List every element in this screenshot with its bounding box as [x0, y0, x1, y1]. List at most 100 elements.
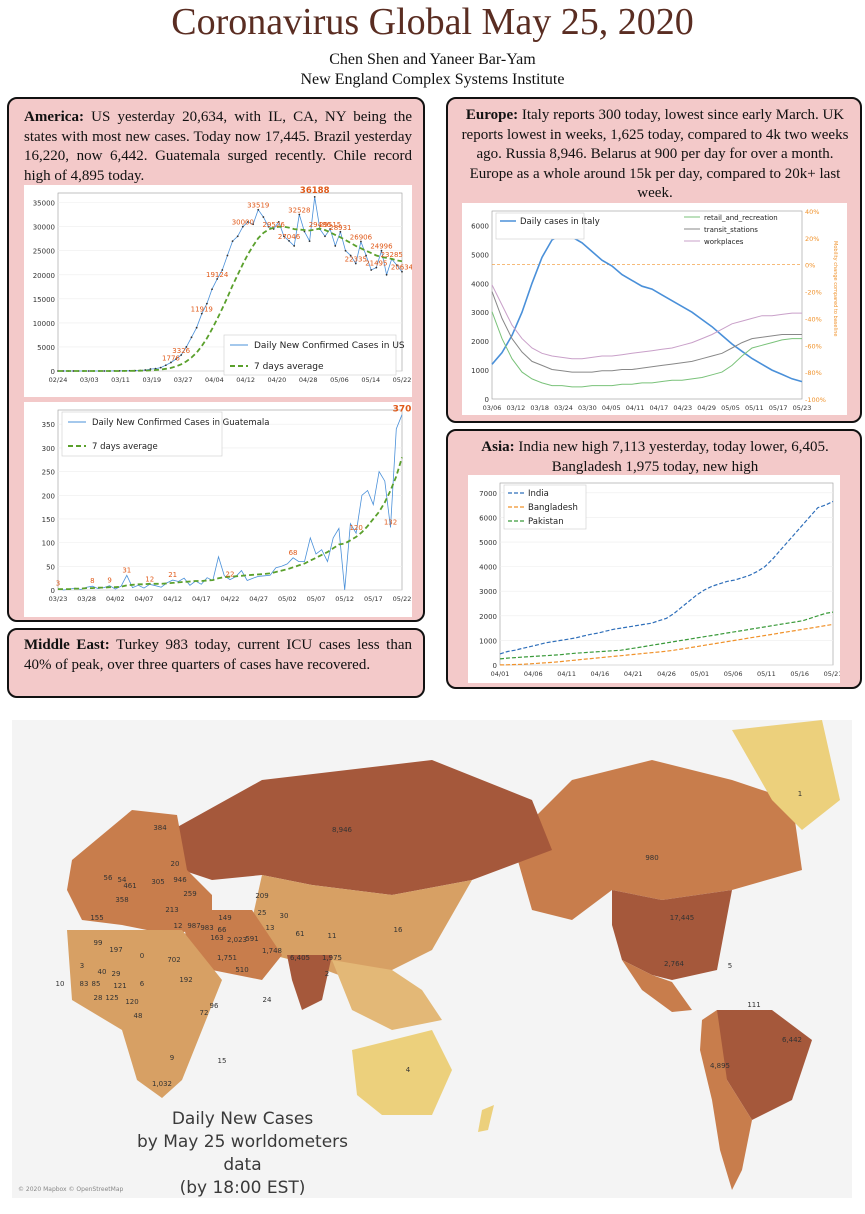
data-point — [354, 262, 357, 265]
middle-east-heading: Middle East: — [24, 637, 110, 653]
map-label: 72 — [200, 1009, 209, 1017]
data-point — [185, 346, 188, 348]
legend-label-avg: 7 days average — [92, 442, 158, 452]
data-point — [283, 235, 285, 238]
data-point — [380, 249, 383, 252]
asia-text: Asia: India new high 7,113 yesterday, to… — [460, 438, 850, 477]
legend-box — [223, 334, 397, 376]
data-point — [170, 361, 172, 364]
data-point — [360, 240, 362, 243]
y-tick-label: 0 — [51, 368, 55, 376]
y-tick-label: 6000 — [479, 514, 497, 522]
map-label: 56 — [104, 874, 113, 882]
y2-tick-label: -40% — [805, 315, 822, 323]
y-tick-label: 3000 — [479, 588, 497, 596]
map-label: 358 — [115, 896, 128, 904]
y-tick-label: 6000 — [471, 222, 489, 230]
data-point — [236, 235, 239, 238]
europe-body: Italy reports 300 today, lowest since ea… — [461, 107, 849, 201]
map-region-southeast-asia — [332, 960, 442, 1030]
x-tick-label: 05/07 — [307, 595, 326, 603]
x-tick-label: 04/29 — [697, 404, 716, 412]
europe-heading: Europe: — [465, 107, 519, 123]
map-label: 510 — [235, 966, 248, 974]
y-tick-label: 1000 — [471, 367, 489, 375]
data-label: 29526 — [263, 221, 286, 229]
data-point — [221, 269, 224, 271]
map-label: 15 — [218, 1057, 227, 1065]
data-label: 11919 — [191, 306, 213, 314]
america-panel: America: US yesterday 20,634, with IL, C… — [7, 97, 425, 622]
data-point — [370, 269, 373, 271]
data-point — [164, 364, 167, 367]
x-tick-label: 05/06 — [724, 670, 743, 678]
data-label: 120 — [349, 524, 362, 532]
world-map-svg: 8,946 980 17,445 6,442 4,895 2,764 6,405 1,975 1… — [56, 720, 840, 1190]
data-point — [365, 254, 367, 257]
data-point — [211, 288, 213, 291]
data-point — [303, 230, 306, 233]
map-region-canada — [512, 760, 802, 920]
series-line — [491, 311, 802, 388]
data-point — [87, 370, 90, 372]
data-point — [313, 196, 316, 198]
x-tick-label: 03/28 — [77, 595, 96, 603]
x-tick-label: 04/27 — [249, 595, 268, 603]
data-label: 20634 — [391, 264, 412, 272]
map-label: 20 — [171, 860, 180, 868]
map-label: 983 — [200, 924, 213, 932]
america-body: US yesterday 20,634, with IL, CA, NY bei… — [24, 109, 413, 184]
data-point — [200, 312, 203, 315]
italy-chart: 0 1000 2000 3000 4000 5000 6000 40% 20% 0% -20% -40… — [462, 203, 847, 415]
data-point — [324, 235, 326, 238]
map-label: 121 — [113, 982, 126, 990]
data-point — [195, 326, 198, 329]
europe-text: Europe: Italy reports 300 today, lowest … — [460, 106, 850, 204]
data-point — [395, 264, 398, 267]
x-tick-label: 05/14 — [361, 376, 380, 384]
x-tick-label: 04/12 — [236, 376, 255, 384]
data-label: 68 — [289, 549, 298, 557]
y-tick-label: 0 — [51, 587, 55, 595]
map-label: 0 — [140, 952, 144, 960]
x-tick-label: 04/04 — [205, 376, 224, 384]
guatemala-chart-svg: 0 50 100 150 200 250 300 350 03/23 03/28 04/02 04/0… — [42, 405, 412, 603]
series-line — [58, 225, 403, 372]
x-tick-label: 03/24 — [554, 404, 573, 412]
x-tick-label: 05/11 — [745, 404, 764, 412]
y2-axis-label: Mobility change compared to baseline — [832, 241, 838, 336]
y-tick-label: 200 — [42, 492, 55, 500]
data-point — [344, 249, 347, 252]
map-label: 12 — [174, 922, 183, 930]
y-tick-label: 5000 — [37, 344, 55, 352]
y-tick-label: 2000 — [471, 338, 489, 346]
x-tick-label: 04/22 — [221, 595, 240, 603]
y-tick-label: 7000 — [479, 490, 497, 498]
data-point — [385, 273, 388, 276]
y2-tick-label: -20% — [805, 289, 822, 297]
data-label: 29515 — [319, 221, 341, 229]
x-tick-label: 04/07 — [135, 595, 154, 603]
map-label: 987 — [187, 922, 200, 930]
map-label: 213 — [165, 906, 178, 914]
map-label: 980 — [645, 854, 658, 862]
data-label: 132 — [384, 518, 397, 526]
map-label: 591 — [245, 935, 258, 943]
y2-tick-label: 40% — [805, 208, 819, 216]
series-line — [57, 414, 403, 591]
map-label: 2,023 — [227, 936, 247, 944]
map-title-line-3: (by 18:00 EST) — [179, 1178, 306, 1198]
y-tick-label: 350 — [42, 421, 55, 429]
x-tick-label: 05/16 — [790, 670, 809, 678]
map-label: 24 — [263, 996, 272, 1004]
x-tick-label: 05/11 — [757, 670, 776, 678]
middle-east-body: Turkey 983 today, current ICU cases less… — [24, 637, 413, 673]
map-label: 1,975 — [322, 954, 342, 962]
x-tick-label: 03/03 — [80, 376, 99, 384]
y-tick-label: 100 — [42, 540, 55, 548]
data-point — [226, 254, 229, 257]
map-label: 5 — [728, 962, 732, 970]
map-label: 209 — [255, 892, 268, 900]
legend-label-mobility: transit_stations — [704, 226, 758, 234]
asia-chart-svg: 0 1000 2000 3000 4000 5000 6000 7000 04/01 04/06 0… — [479, 482, 840, 678]
